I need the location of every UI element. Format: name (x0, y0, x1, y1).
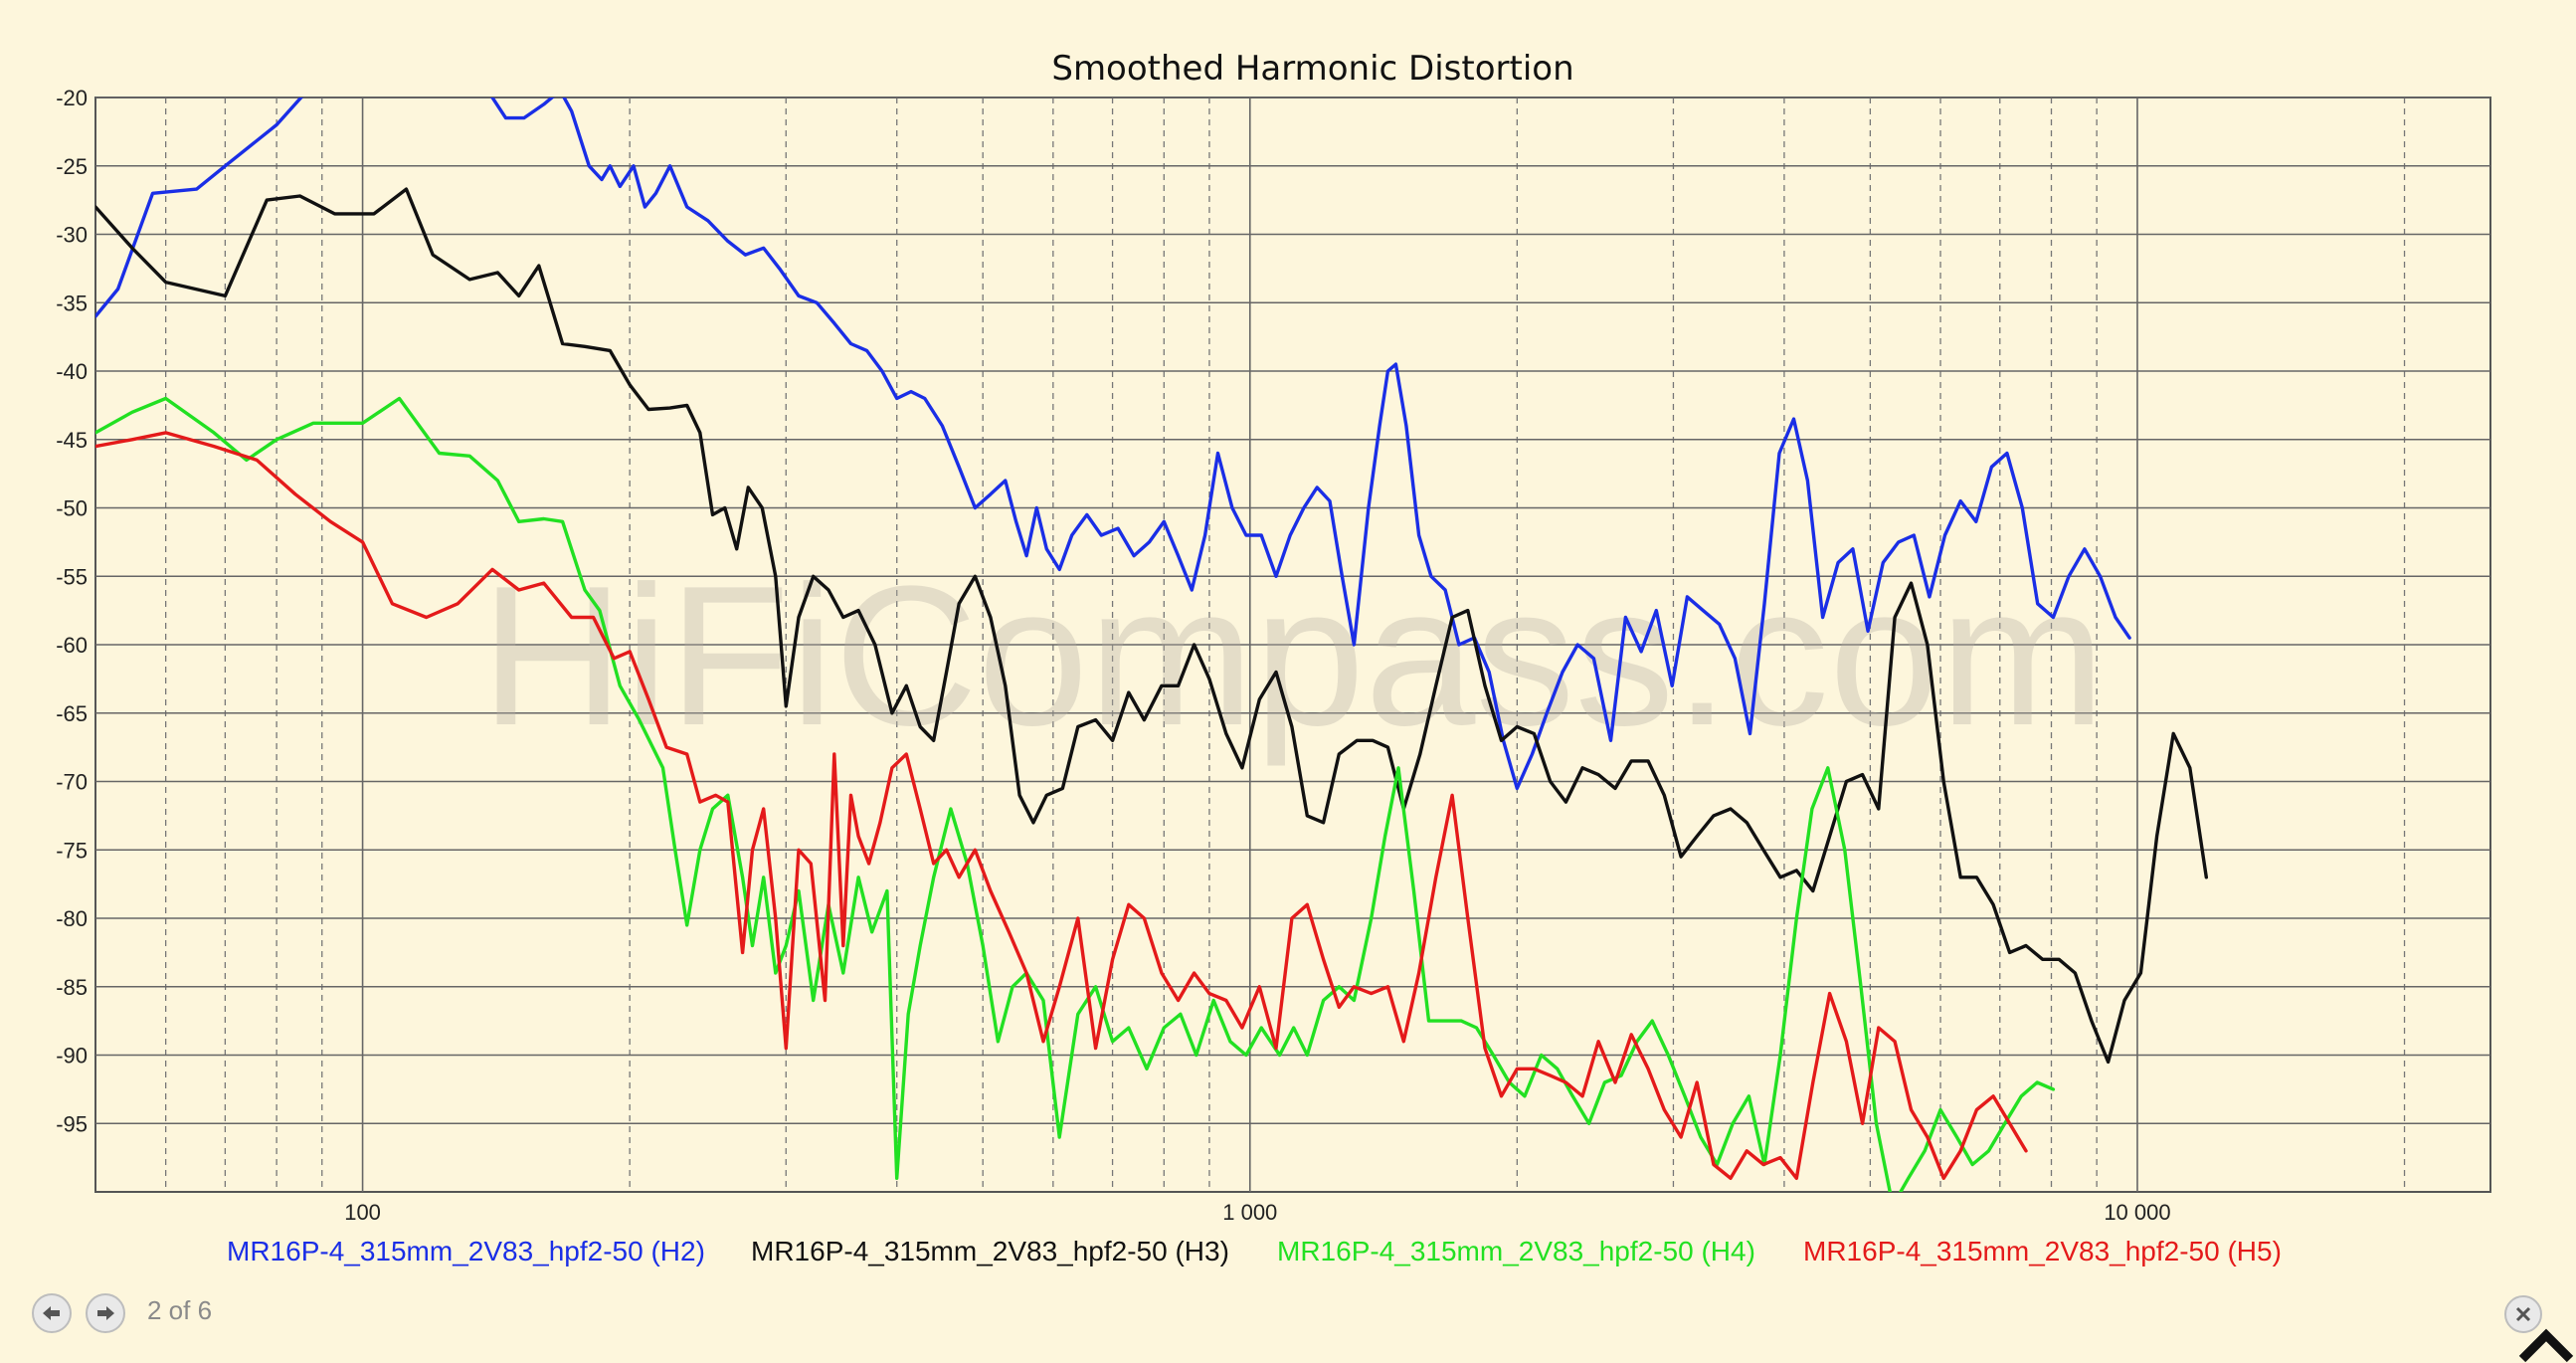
y-tick-label: -25 (56, 154, 88, 179)
viewer-toolbar (0, 1283, 2576, 1363)
y-tick-label: -60 (56, 633, 88, 658)
y-tick-label: -30 (56, 223, 88, 248)
y-tick-label: -95 (56, 1111, 88, 1136)
x-axis-ticks: 100 1 000 10 000 (344, 1200, 2170, 1225)
arrow-left-icon (43, 1306, 60, 1320)
series-lines (95, 97, 2209, 1192)
y-tick-label: -35 (56, 291, 88, 315)
y-tick-label: -65 (56, 701, 88, 726)
major-gridlines (95, 97, 2490, 1192)
legend-entry: MR16P-4_315mm_2V83_hpf2-50 (H4) (1277, 1236, 1755, 1266)
series-line-h5 (95, 431, 2028, 1181)
x-tick-label: 100 (344, 1200, 381, 1225)
legend: MR16P-4_315mm_2V83_hpf2-50 (H2) MR16P-4_3… (227, 1236, 2282, 1266)
y-tick-label: -55 (56, 564, 88, 589)
y-tick-label: -70 (56, 770, 88, 795)
x-tick-label: 10 000 (2104, 1200, 2170, 1225)
series-line-h3 (95, 187, 2209, 1065)
chart: HiFiCompass.com -20-25-30-35-40-45-50-55… (56, 49, 2491, 1266)
legend-entry: MR16P-4_315mm_2V83_hpf2-50 (H2) (227, 1236, 705, 1266)
series-line-h4 (95, 396, 2056, 1192)
image-counter: 2 of 6 (147, 1295, 213, 1325)
close-button[interactable] (2504, 1295, 2542, 1333)
next-button[interactable] (86, 1293, 125, 1333)
y-tick-label: -20 (56, 86, 88, 110)
y-tick-label: -85 (56, 975, 88, 1000)
chart-title: Smoothed Harmonic Distortion (1051, 49, 1573, 89)
legend-entry: MR16P-4_315mm_2V83_hpf2-50 (H3) (751, 1236, 1229, 1266)
y-tick-label: -40 (56, 359, 88, 384)
arrow-right-icon (97, 1306, 114, 1320)
y-tick-label: -75 (56, 838, 88, 863)
close-icon (2515, 1306, 2531, 1322)
y-tick-label: -80 (56, 906, 88, 931)
y-tick-label: -45 (56, 428, 88, 453)
y-tick-label: -90 (56, 1044, 88, 1069)
series-line-h2 (95, 97, 2131, 791)
y-axis-ticks: -20 -25 -30 -35 -40 -45 -50 -55 -60 -65 -70 -75 -80 -… (56, 86, 88, 1136)
y-tick-label: -50 (56, 496, 88, 521)
previous-button[interactable] (32, 1293, 72, 1333)
chevron-up-icon[interactable] (2516, 1323, 2576, 1363)
legend-entry: MR16P-4_315mm_2V83_hpf2-50 (H5) (1803, 1236, 2282, 1266)
x-tick-label: 1 000 (1222, 1200, 1277, 1225)
